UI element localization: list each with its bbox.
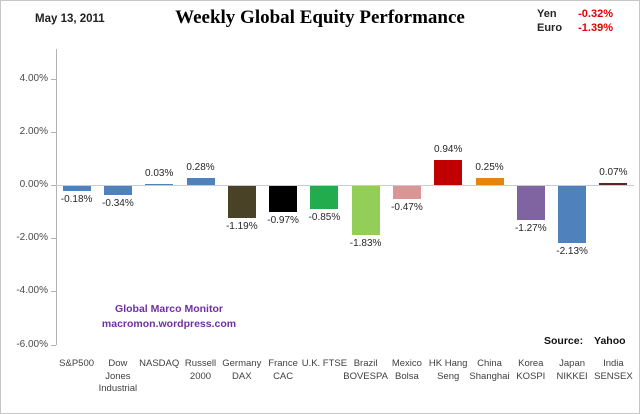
x-tick-label-brazil-bovespa: Brazil BOVESPA bbox=[343, 358, 388, 382]
bar-india-sensex bbox=[599, 183, 628, 185]
bar-value-label-dow-jones-industrial: -0.34% bbox=[102, 198, 134, 209]
currency-row-yen: Yen -0.32% bbox=[537, 7, 613, 21]
y-tick-label: 0.00% bbox=[19, 179, 48, 190]
y-tick-label: -6.00% bbox=[16, 339, 48, 350]
currency-label-yen: Yen bbox=[537, 8, 557, 20]
y-tick-label: -2.00% bbox=[16, 232, 48, 243]
bar-value-label-india-sensex: 0.07% bbox=[599, 167, 628, 178]
bar-korea-kospi bbox=[516, 186, 545, 220]
bar-value-label-mexico-bolsa: -0.47% bbox=[391, 202, 423, 213]
y-tick-mark bbox=[51, 132, 56, 133]
bar-china-shanghai bbox=[475, 178, 504, 185]
bar-value-label-russell-2000: 0.28% bbox=[186, 162, 215, 173]
x-tick-label-germany-dax: Germany DAX bbox=[222, 358, 262, 382]
source-label-text: Source: bbox=[544, 335, 584, 347]
x-tick-label-u-k-ftse: U.K. FTSE bbox=[301, 358, 348, 369]
bar-value-label-hk-hang-seng: 0.94% bbox=[434, 144, 463, 155]
y-tick-mark bbox=[51, 291, 56, 292]
y-tick-mark bbox=[51, 345, 56, 346]
bar-u-k-ftse bbox=[310, 186, 339, 209]
currency-value-yen: -0.32% bbox=[578, 8, 613, 20]
bar-france-cac bbox=[269, 186, 298, 212]
y-tick-label: 4.00% bbox=[19, 73, 48, 84]
y-axis-line bbox=[56, 49, 57, 345]
y-tick-mark bbox=[51, 238, 56, 239]
x-tick-label-china-shanghai: China Shanghai bbox=[469, 358, 510, 382]
x-tick-label-dow-jones-industrial: Dow Jones Industrial bbox=[98, 358, 138, 394]
currency-value-euro: -1.39% bbox=[578, 22, 613, 34]
bar-russell-2000 bbox=[186, 178, 215, 185]
bar-value-label-china-shanghai: 0.25% bbox=[475, 162, 504, 173]
source-label: Source: Yahoo bbox=[544, 335, 626, 347]
watermark-title: Global Marco Monitor bbox=[115, 303, 223, 315]
bar-value-label-u-k-ftse: -0.85% bbox=[308, 212, 341, 223]
y-tick-label: -4.00% bbox=[16, 285, 48, 296]
x-tick-label-mexico-bolsa: Mexico Bolsa bbox=[391, 358, 422, 382]
zero-line bbox=[56, 185, 634, 186]
bar-s-p500 bbox=[62, 186, 91, 191]
source-value: Yahoo bbox=[594, 335, 626, 347]
x-tick-label-hk-hang-seng: HK Hang Seng bbox=[428, 358, 468, 382]
y-tick-mark bbox=[51, 79, 56, 80]
x-tick-label-france-cac: France CAC bbox=[268, 358, 298, 382]
bar-value-label-france-cac: -0.97% bbox=[267, 215, 299, 226]
bar-mexico-bolsa bbox=[392, 186, 421, 199]
currency-row-euro: Euro -1.39% bbox=[537, 21, 613, 35]
bar-dow-jones-industrial bbox=[103, 186, 132, 195]
bar-value-label-brazil-bovespa: -1.83% bbox=[349, 238, 382, 249]
bar-germany-dax bbox=[227, 186, 256, 218]
y-tick-label: 2.00% bbox=[19, 126, 48, 137]
bar-value-label-nasdaq: 0.03% bbox=[145, 168, 174, 179]
x-tick-label-japan-nikkei: Japan NIKKEI bbox=[556, 358, 588, 382]
date-label: May 13, 2011 bbox=[35, 13, 105, 25]
bar-nasdaq bbox=[145, 184, 174, 185]
chart-title: Weekly Global Equity Performance bbox=[175, 7, 465, 28]
watermark-url: macromon.wordpress.com bbox=[101, 318, 237, 330]
bar-value-label-s-p500: -0.18% bbox=[60, 194, 93, 205]
bar-brazil-bovespa bbox=[351, 186, 380, 235]
x-tick-label-korea-kospi: Korea KOSPI bbox=[516, 358, 546, 382]
currency-label-euro: Euro bbox=[537, 22, 563, 34]
bar-value-label-korea-kospi: -1.27% bbox=[514, 223, 547, 234]
x-tick-label-nasdaq: NASDAQ bbox=[139, 358, 180, 369]
bar-value-label-japan-nikkei: -2.13% bbox=[556, 246, 588, 257]
x-tick-label-s-p500: S&P500 bbox=[59, 358, 95, 369]
y-tick-mark bbox=[51, 185, 56, 186]
currency-panel: Yen -0.32% Euro -1.39% bbox=[537, 7, 613, 35]
bar-value-label-germany-dax: -1.19% bbox=[225, 221, 258, 232]
bar-japan-nikkei bbox=[558, 186, 587, 243]
bar-hk-hang-seng bbox=[434, 160, 463, 185]
watermark: Global Marco Monitor macromon.wordpress.… bbox=[71, 302, 267, 332]
x-tick-label-russell-2000: Russell 2000 bbox=[184, 358, 217, 382]
x-tick-label-india-sensex: India SENSEX bbox=[594, 358, 633, 382]
